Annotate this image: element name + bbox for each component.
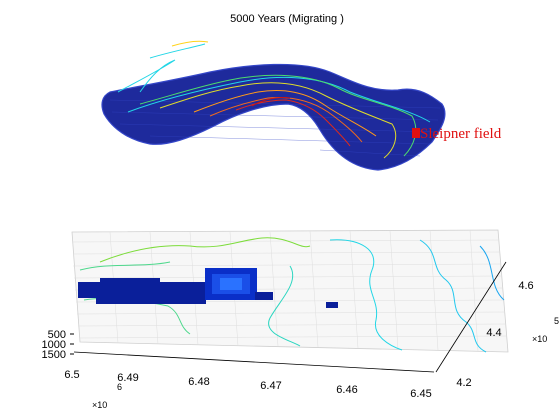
bottom-grid-plane (71, 229, 509, 353)
y-tick-4.6: 4.6 (518, 280, 533, 292)
x-tick-6.47: 6.47 (260, 380, 281, 392)
top-contours (117, 40, 431, 159)
bottom-contour-green-1 (99, 237, 311, 263)
x-axis-line (73, 351, 435, 373)
x-tick-6.49: 6.49 (117, 372, 138, 384)
y-exponent-power: 5 (554, 316, 559, 326)
plume-strip-top (100, 278, 160, 284)
x-tick-6.5: 6.5 (64, 369, 79, 381)
bottom-contour-teal-1 (268, 265, 301, 347)
contour-yellow-2 (159, 82, 397, 159)
y-exponent-base: ×10 (532, 334, 547, 344)
y-axis-line (435, 261, 507, 373)
z-axis: 500 1000 1500 (42, 329, 74, 361)
top-surface (101, 63, 446, 171)
contour-green-1 (139, 74, 417, 157)
plume-islet (326, 302, 338, 308)
bottom-contour-cyan-2 (419, 239, 487, 353)
contour-cyan-2 (149, 43, 206, 59)
plume-strip (78, 282, 228, 298)
top-surface-mesh (109, 99, 441, 157)
x-tick-6.46: 6.46 (336, 384, 357, 396)
grid-plane-outline (71, 229, 509, 353)
top-panel-title: 5000 Years (Migrating ) (230, 13, 344, 25)
bottom-contours (79, 237, 505, 353)
x-tick-6.48: 6.48 (188, 376, 209, 388)
x-tick-6.45: 6.45 (410, 388, 431, 400)
contour-orange-2 (209, 97, 363, 143)
contour-cyan-1 (117, 59, 176, 93)
z-tick-500: 500 (48, 329, 66, 341)
y-tick-4.2: 4.2 (456, 377, 471, 389)
contour-red-1 (235, 99, 351, 147)
grid-lines (71, 229, 508, 352)
z-tick-1000: 1000 (42, 339, 66, 351)
contour-orange-1 (193, 90, 377, 137)
bottom-contour-blue-1 (479, 245, 505, 301)
sleipner-marker (412, 128, 420, 138)
y-tick-4.4: 4.4 (486, 327, 501, 339)
y-axis: 4.2 4.4 4.6 ×10 5 (435, 261, 559, 389)
contour-yellow-1 (171, 40, 209, 47)
x-exponent-base: ×10 (92, 400, 107, 410)
plume-core-bright (220, 278, 242, 290)
contour-cyan-3 (127, 76, 431, 123)
sleipner-field-label: Sleipner field (420, 126, 502, 142)
x-exponent-power: 6 (117, 382, 122, 392)
plume-tail (255, 292, 273, 300)
bottom-contour-cyan-1 (329, 239, 403, 351)
plume-strip-bottom (96, 296, 206, 304)
x-axis: 6.5 6.49 6.48 6.47 6.46 6.45 ×10 6 (64, 351, 435, 410)
bottom-plume (78, 268, 338, 308)
contour-red-2 (251, 97, 291, 107)
z-tick-1500: 1500 (42, 349, 66, 361)
